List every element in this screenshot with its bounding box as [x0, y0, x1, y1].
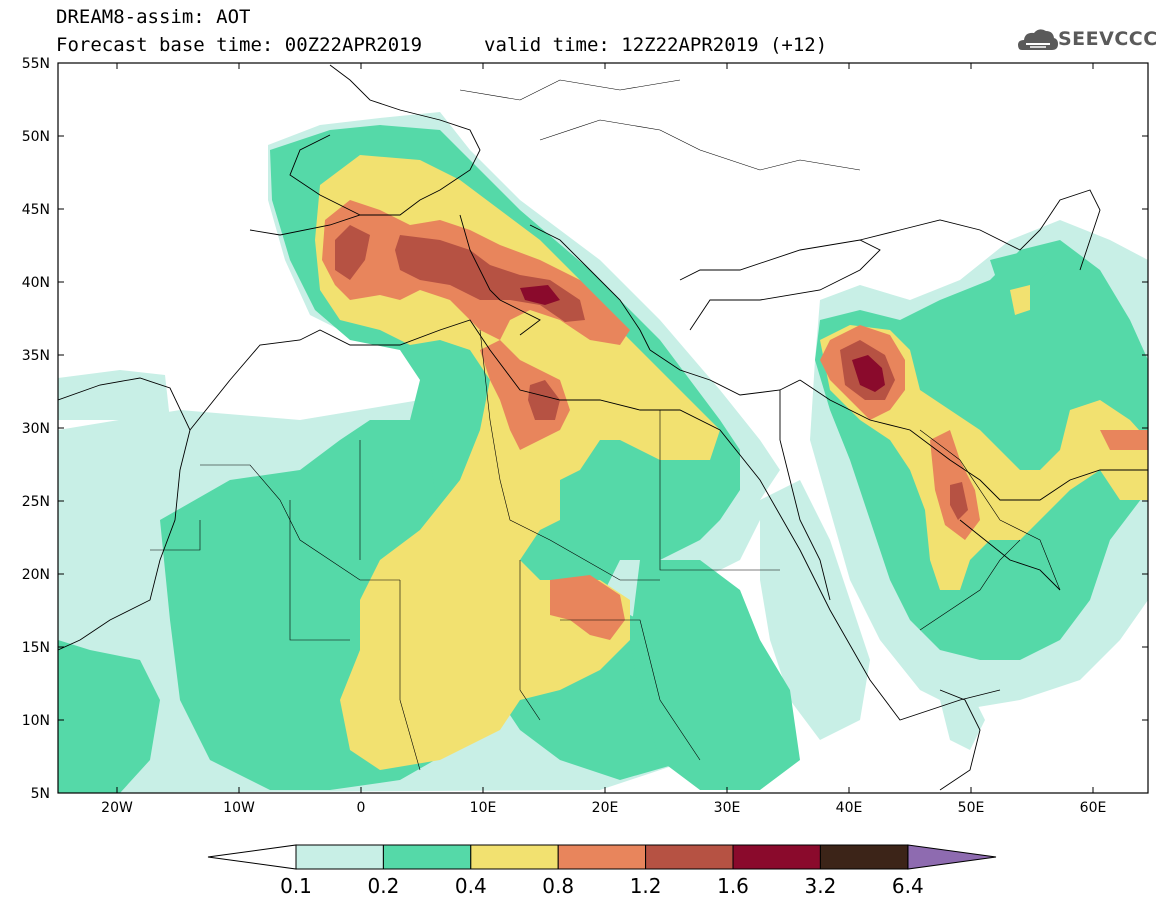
lon-label: 50E [958, 800, 985, 816]
lon-label: 60E [1080, 800, 1107, 816]
lat-label: 25N [22, 494, 50, 510]
coastlines [58, 64, 1148, 791]
lat-label: 10N [22, 713, 50, 729]
colorbar-swatch [557, 844, 647, 870]
colorbar-swatch [819, 844, 909, 870]
cloud-logo-icon [1018, 29, 1058, 50]
colorbar-tick-label: 1.2 [630, 874, 662, 898]
lat-label: 40N [22, 275, 50, 291]
lon-label: 40E [836, 800, 863, 816]
colorbar-swatch [732, 844, 821, 870]
colorbar-labels: 0.1 0.2 0.4 0.8 1.2 1.6 3.2 6.4 [280, 874, 924, 898]
seevccc-logo: SEEVCCC [1058, 28, 1158, 50]
country-borders [150, 79, 1061, 771]
lat-label: 50N [22, 129, 50, 145]
latitude-axis: 55N 50N 45N 40N 35N 30N 25N 20N 15N 10N 5N [22, 56, 1148, 802]
lat-label: 20N [22, 567, 50, 583]
lat-label: 30N [22, 421, 50, 437]
colorbar-swatch [382, 844, 472, 870]
map-title: DREAM8-assim: AOT [56, 6, 251, 28]
lon-label: 20W [101, 800, 133, 816]
colorbar-tick-label: 0.4 [455, 874, 487, 898]
colorbar-tick-label: 0.2 [367, 874, 399, 898]
lat-label: 35N [22, 348, 50, 364]
colorbar-swatch [645, 844, 734, 870]
colorbar-tick-label: 6.4 [892, 874, 924, 898]
colorbar-low-arrow [207, 844, 297, 870]
aot-field [58, 112, 1148, 793]
colorbar-swatch [295, 844, 384, 870]
colorbar-tick-label: 3.2 [804, 874, 836, 898]
colorbar-swatch [470, 844, 559, 870]
colorbar-high-arrow [907, 844, 997, 870]
lat-label: 15N [22, 640, 50, 656]
lon-label: 10E [470, 800, 497, 816]
lon-label: 20E [592, 800, 619, 816]
colorbar [207, 844, 997, 870]
longitude-axis: 20W 10W 0 10E 20E 30E 40E 50E 60E [101, 63, 1106, 816]
colorbar-tick-label: 0.8 [542, 874, 574, 898]
valid-time: valid time: 12Z22APR2019 (+12) [484, 34, 828, 56]
lon-label: 30E [714, 800, 741, 816]
lon-label: 0 [357, 800, 366, 816]
lat-label: 45N [22, 202, 50, 218]
lat-label: 5N [31, 786, 50, 802]
lon-label: 10W [223, 800, 255, 816]
lat-label: 55N [22, 56, 50, 72]
forecast-base-time: Forecast base time: 00Z22APR2019 [56, 34, 423, 56]
colorbar-tick-label: 0.1 [280, 874, 312, 898]
colorbar-tick-label: 1.6 [717, 874, 749, 898]
